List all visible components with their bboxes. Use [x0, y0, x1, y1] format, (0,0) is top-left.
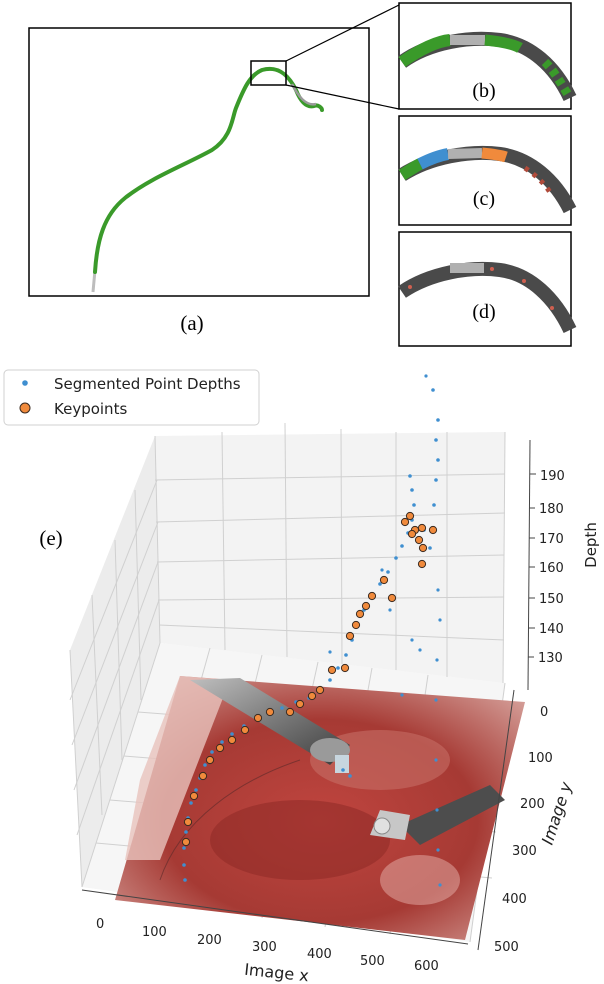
legend: Segmented Point Depths Keypoints — [3, 369, 260, 426]
z-tick-140: 140 — [539, 622, 564, 637]
panel-e-3d-plot: 190 180 170 160 150 140 130 Depth 0 100 … — [3, 369, 600, 984]
y-tick-200: 200 — [520, 797, 545, 812]
x-tick-0: 0 — [96, 917, 104, 932]
y-tick-500: 500 — [494, 940, 519, 955]
z-tick-160: 160 — [539, 561, 564, 576]
y-tick-300: 300 — [512, 844, 537, 859]
z-tick-130: 130 — [538, 651, 563, 666]
panel-a-label: (a) — [180, 311, 203, 335]
x-axis-label: Image x — [243, 960, 309, 984]
panel-d: (d) — [398, 231, 577, 347]
panel-b: (b) — [397, 2, 577, 110]
z-tick-180: 180 — [539, 502, 564, 517]
x-tick-500: 500 — [360, 954, 385, 969]
panel-a: (a) — [28, 4, 400, 335]
legend-entry-segmented: Segmented Point Depths — [54, 375, 241, 393]
surgical-image — [115, 676, 525, 940]
thread-curve — [93, 66, 324, 274]
y-tick-400: 400 — [502, 892, 527, 907]
z-tick-150: 150 — [539, 592, 564, 607]
x-tick-100: 100 — [142, 925, 167, 940]
panel-d-label: (d) — [472, 301, 495, 323]
z-tick-190: 190 — [540, 469, 565, 484]
panel-b-label: (b) — [472, 80, 495, 102]
y-axis-label: Image y — [538, 779, 576, 847]
y-tick-100: 100 — [528, 751, 553, 766]
depth-axis: 190 180 170 160 150 140 130 Depth — [527, 439, 600, 691]
z-tick-170: 170 — [539, 532, 564, 547]
panel-c-label: (c) — [473, 188, 495, 210]
image-x-axis: 0 100 200 300 400 500 600 Image x — [81, 889, 469, 984]
x-tick-600: 600 — [414, 959, 439, 974]
panel-e-label: (e) — [39, 526, 62, 550]
zoom-box — [250, 60, 287, 86]
legend-entry-keypoints: Keypoints — [54, 400, 127, 418]
x-tick-300: 300 — [252, 940, 277, 955]
panel-c: (c) — [398, 115, 577, 226]
x-tick-400: 400 — [307, 947, 332, 962]
legend-marker-segmented — [22, 380, 28, 386]
legend-marker-keypoints — [19, 402, 31, 414]
x-tick-200: 200 — [197, 933, 222, 948]
keypoints — [181, 511, 438, 847]
y-tick-0: 0 — [540, 705, 548, 720]
z-axis-label: Depth — [582, 522, 600, 568]
